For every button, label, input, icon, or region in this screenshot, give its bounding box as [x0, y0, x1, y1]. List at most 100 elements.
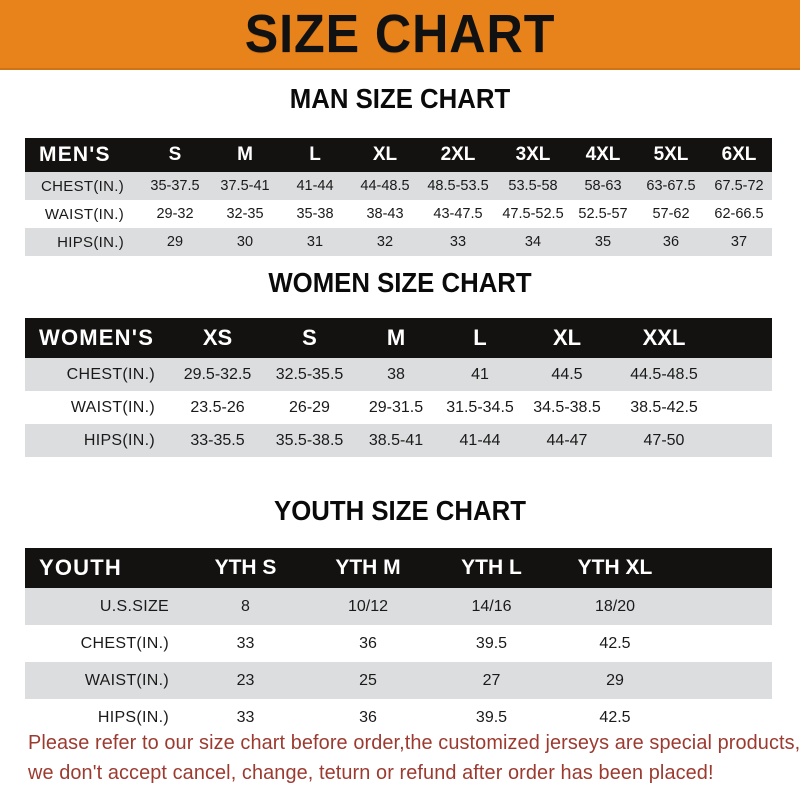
men-measure-value: 35-38 — [280, 200, 350, 228]
men-measure-value: 43-47.5 — [420, 200, 496, 228]
men-measure-value: 53.5-58 — [496, 172, 570, 200]
men-measure-value: 29-32 — [140, 200, 210, 228]
women-size-header: S — [302, 325, 317, 350]
youth-size-header: YTH M — [335, 556, 401, 579]
youth-size-header: YTH S — [214, 556, 277, 579]
men-measure-value: 29 — [140, 228, 210, 256]
women-table-body: WOMEN'S XS S M L XL XXL CHEST(IN.) 29.5-32.5 32.5… — [25, 318, 772, 457]
men-table-body: MEN'S S M L XL 2XL 3XL 4XL 5XL 6XL CHEST(IN.) 35-37… — [25, 138, 772, 256]
women-measure-value: 38.5-41 — [355, 424, 437, 457]
men-measure-value: 31 — [280, 228, 350, 256]
youth-row-spacer — [677, 662, 772, 699]
women-measure-value: 41-44 — [437, 424, 523, 457]
women-measure-value: 26-29 — [264, 391, 355, 424]
men-measure-value: 62-66.5 — [706, 200, 772, 228]
table-row: HIPS(IN.) 33 36 39.5 42.5 — [25, 699, 772, 736]
women-size-header: XL — [552, 325, 582, 350]
women-measure-label: WAIST(IN.) — [25, 391, 171, 424]
youth-row-spacer — [677, 699, 772, 736]
youth-size-header: YTH XL — [577, 556, 653, 579]
men-measure-value: 47.5-52.5 — [496, 200, 570, 228]
women-header-row: WOMEN'S XS S M L XL XXL — [25, 318, 772, 358]
youth-header-spacer — [677, 548, 772, 588]
women-measure-value: 38 — [355, 358, 437, 391]
women-measure-value: 44.5-48.5 — [611, 358, 717, 391]
women-section-title: WOMEN SIZE CHART — [268, 267, 532, 298]
youth-header-label: YOUTH — [39, 555, 122, 580]
women-size-header: M — [386, 325, 406, 350]
men-measure-value: 37 — [706, 228, 772, 256]
youth-measure-label: CHEST(IN.) — [25, 625, 185, 662]
order-disclaimer: Please refer to our size chart before or… — [28, 728, 800, 788]
women-header-spacer — [717, 318, 772, 358]
youth-row-spacer — [677, 625, 772, 662]
men-size-header: XL — [372, 144, 398, 165]
youth-measure-value: 36 — [306, 625, 430, 662]
men-measure-value: 67.5-72 — [706, 172, 772, 200]
women-measure-value: 32.5-35.5 — [264, 358, 355, 391]
women-measure-value: 31.5-34.5 — [437, 391, 523, 424]
youth-measure-label: WAIST(IN.) — [25, 662, 185, 699]
youth-section-title: YOUTH SIZE CHART — [274, 495, 526, 526]
men-section-title: MAN SIZE CHART — [289, 83, 511, 114]
page-banner: SIZE CHART — [0, 0, 800, 70]
men-measure-label: WAIST(IN.) — [25, 200, 140, 228]
youth-size-header: YTH L — [461, 556, 522, 579]
youth-measure-value: 10/12 — [306, 588, 430, 625]
youth-measure-value: 42.5 — [553, 699, 677, 736]
men-measure-value: 32 — [350, 228, 420, 256]
women-measure-value: 44.5 — [523, 358, 611, 391]
men-size-header: 4XL — [585, 144, 621, 165]
men-measure-value: 58-63 — [570, 172, 636, 200]
women-measure-value: 23.5-26 — [171, 391, 264, 424]
women-measure-value: 29.5-32.5 — [171, 358, 264, 391]
men-measure-value: 34 — [496, 228, 570, 256]
men-header-row: MEN'S S M L XL 2XL 3XL 4XL 5XL 6XL — [25, 138, 772, 172]
women-size-header: XXL — [642, 325, 686, 350]
men-measure-value: 33 — [420, 228, 496, 256]
youth-measure-value: 8 — [185, 588, 306, 625]
women-measure-value: 29-31.5 — [355, 391, 437, 424]
men-measure-label: HIPS(IN.) — [25, 228, 140, 256]
youth-measure-value: 14/16 — [430, 588, 553, 625]
men-measure-value: 52.5-57 — [570, 200, 636, 228]
women-measure-value: 33-35.5 — [171, 424, 264, 457]
men-size-header: M — [237, 144, 253, 165]
youth-measure-value: 33 — [185, 625, 306, 662]
youth-measure-value: 39.5 — [430, 625, 553, 662]
women-measure-label: HIPS(IN.) — [25, 424, 171, 457]
men-size-header: S — [168, 144, 182, 165]
youth-measure-value: 18/20 — [553, 588, 677, 625]
table-row: WAIST(IN.) 23.5-26 26-29 29-31.5 31.5-34.5 34… — [25, 391, 772, 424]
men-measure-value: 36 — [636, 228, 706, 256]
women-row-spacer — [717, 358, 772, 391]
women-measure-value: 35.5-38.5 — [264, 424, 355, 457]
youth-measure-value: 33 — [185, 699, 306, 736]
youth-measure-value: 23 — [185, 662, 306, 699]
men-header-label: MEN'S — [39, 143, 111, 166]
men-measure-value: 63-67.5 — [636, 172, 706, 200]
men-measure-value: 32-35 — [210, 200, 280, 228]
youth-measure-value: 42.5 — [553, 625, 677, 662]
youth-measure-label: U.S.SIZE — [25, 588, 185, 625]
table-row: WAIST(IN.) 23 25 27 29 — [25, 662, 772, 699]
youth-measure-label: HIPS(IN.) — [25, 699, 185, 736]
women-measure-value: 47-50 — [611, 424, 717, 457]
men-measure-label: CHEST(IN.) — [25, 172, 140, 200]
men-size-header: L — [309, 144, 321, 165]
youth-header-row: YOUTH YTH S YTH M YTH L YTH XL — [25, 548, 772, 588]
table-row: CHEST(IN.) 35-37.5 37.5-41 41-44 44-48.5 48.5… — [25, 172, 772, 200]
table-row: WAIST(IN.) 29-32 32-35 35-38 38-43 43-47.5 47.… — [25, 200, 772, 228]
women-size-header: XS — [202, 325, 233, 350]
table-row: CHEST(IN.) 29.5-32.5 32.5-35.5 38 41 44.5 44.5… — [25, 358, 772, 391]
disclaimer-line-1: Please refer to our size chart before or… — [28, 731, 800, 754]
men-measure-value: 44-48.5 — [350, 172, 420, 200]
youth-measure-value: 29 — [553, 662, 677, 699]
youth-measure-value: 27 — [430, 662, 553, 699]
men-measure-value: 41-44 — [280, 172, 350, 200]
table-row: HIPS(IN.) 33-35.5 35.5-38.5 38.5-41 41-44 44-… — [25, 424, 772, 457]
youth-table-body: YOUTH YTH S YTH M YTH L YTH XL U.S.SIZE 8 10/12… — [25, 548, 772, 736]
men-measure-value: 37.5-41 — [210, 172, 280, 200]
men-measure-value: 57-62 — [636, 200, 706, 228]
